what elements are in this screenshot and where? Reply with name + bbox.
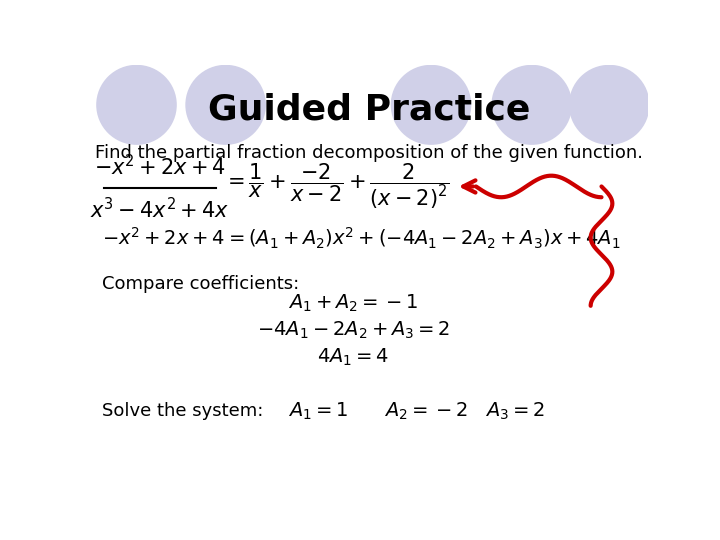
Text: $=\dfrac{1}{x}+\dfrac{-2}{x-2}+\dfrac{2}{(x-2)^2}$: $=\dfrac{1}{x}+\dfrac{-2}{x-2}+\dfrac{2}…: [223, 162, 449, 211]
Text: $A_1+A_2=-1$: $A_1+A_2=-1$: [288, 293, 419, 314]
Text: $x^3-4x^2+4x$: $x^3-4x^2+4x$: [90, 197, 230, 222]
Text: $-4A_1-2A_2+A_3=2$: $-4A_1-2A_2+A_3=2$: [257, 320, 450, 341]
Ellipse shape: [96, 65, 177, 145]
Text: $-x^2+2x+4=(A_1+A_2)x^2+(-4A_1-2A_2+A_3)x+4A_1$: $-x^2+2x+4=(A_1+A_2)x^2+(-4A_1-2A_2+A_3)…: [102, 226, 620, 251]
Text: Guided Practice: Guided Practice: [208, 92, 530, 126]
Text: Compare coefficients:: Compare coefficients:: [102, 275, 299, 293]
Text: $A_1=1$: $A_1=1$: [287, 401, 348, 422]
Text: $4A_1=4$: $4A_1=4$: [318, 347, 390, 368]
Ellipse shape: [492, 65, 572, 145]
Ellipse shape: [185, 65, 266, 145]
Text: Solve the system:: Solve the system:: [102, 402, 263, 420]
Text: $-x^2+2x+4$: $-x^2+2x+4$: [94, 153, 225, 179]
Ellipse shape: [391, 65, 472, 145]
Text: $A_2=-2$: $A_2=-2$: [384, 401, 468, 422]
Text: Find the partial fraction decomposition of the given function.: Find the partial fraction decomposition …: [95, 144, 643, 163]
Text: $A_3=2$: $A_3=2$: [485, 401, 545, 422]
Ellipse shape: [569, 65, 649, 145]
